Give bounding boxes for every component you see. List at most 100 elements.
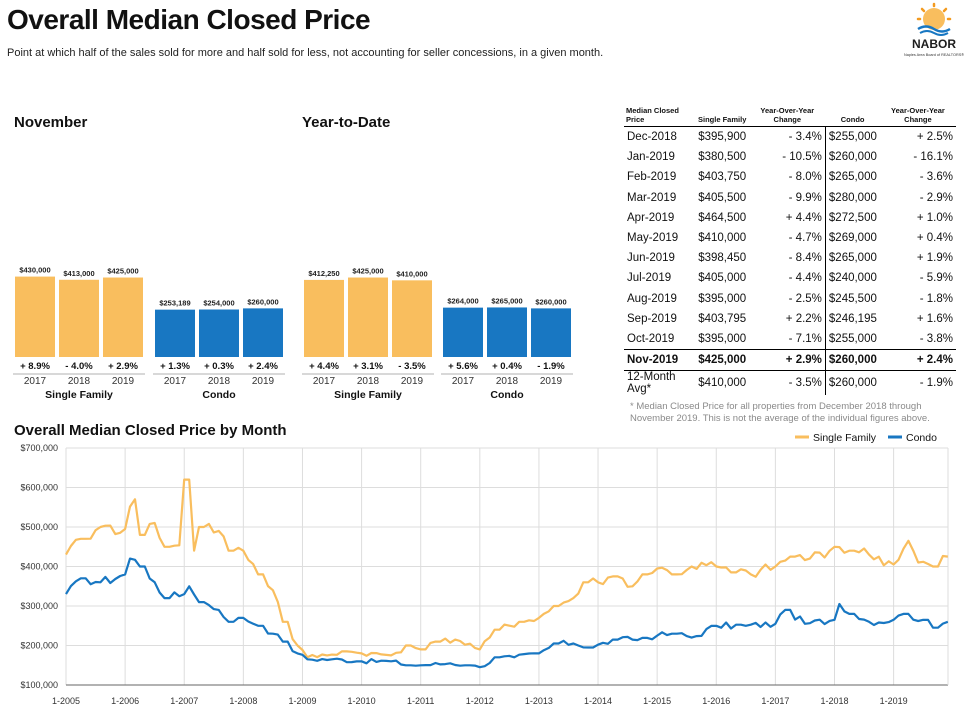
bar-value-label: $260,000: [535, 297, 566, 306]
x-tick-label: 2019: [252, 376, 275, 387]
y-tick-label: $300,000: [20, 601, 58, 611]
bar: [15, 276, 55, 357]
table-cell: $425,000: [695, 349, 750, 372]
group-label: Single Family: [45, 389, 113, 400]
table-cell: 12-Month Avg*: [627, 371, 676, 396]
bar-value-label: $260,000: [247, 297, 278, 306]
group-label: Single Family: [334, 389, 402, 400]
legend-label: Condo: [906, 432, 937, 444]
bar-value-label: $425,000: [352, 267, 383, 276]
legend-label: Single Family: [813, 432, 877, 444]
bar-value-label: $410,000: [396, 269, 427, 278]
bar-change-label: + 2.4%: [248, 361, 278, 372]
x-tick-label: 1-2013: [525, 696, 553, 706]
group-label: Condo: [202, 389, 235, 400]
page-title: Overall Median Closed Price: [7, 4, 371, 35]
table-row: Mar-2019 $405,500 - 9.9% $280,000 - 2.9%: [624, 187, 956, 208]
table-cell: + 1.0%: [916, 211, 953, 224]
col-header: Year-Over-Year Change: [749, 106, 826, 127]
table-cell: + 1.6%: [916, 312, 953, 325]
x-tick-label: 2017: [24, 376, 47, 387]
table-cell: - 4.7%: [788, 232, 822, 245]
table-cell: - 9.9%: [788, 191, 822, 204]
bar: [155, 309, 195, 357]
table-cell: - 8.0%: [788, 171, 822, 184]
table-cell: $398,450: [698, 252, 747, 265]
table-cell: $464,500: [698, 211, 747, 224]
table-cell: - 5.9%: [919, 272, 953, 285]
table-cell: $395,900: [698, 131, 747, 144]
bar-value-label: $425,000: [107, 267, 138, 276]
table-cell: Dec-2018: [627, 131, 677, 144]
x-tick-label: 1-2006: [111, 696, 139, 706]
x-tick-label: 1-2019: [880, 696, 908, 706]
line-chart: $100,000 $200,000 $300,000 $400,000 $500,000…: [20, 432, 949, 706]
bar-value-label: $264,000: [447, 297, 478, 306]
table-cell: Aug-2019: [627, 292, 677, 305]
group-label: Condo: [490, 389, 523, 400]
table-cell: $395,000: [698, 292, 747, 305]
table-cell: $245,500: [824, 288, 880, 309]
bar-change-label: - 1.9%: [537, 361, 565, 372]
table-cell: + 4.4%: [785, 211, 822, 224]
x-tick-label: 2017: [164, 376, 187, 387]
condo-line: [65, 557, 949, 669]
bar-change-label: + 1.3%: [160, 361, 190, 372]
x-tick-label: 1-2012: [466, 696, 494, 706]
x-tick-label: 2017: [313, 376, 336, 387]
bar-change-label: - 4.0%: [65, 361, 93, 372]
table-cell: Apr-2019: [627, 211, 675, 224]
table-cell: + 0.4%: [916, 232, 953, 245]
table-row: Jan-2019 $380,500 - 10.5% $260,000 - 16.1%: [624, 147, 956, 168]
nabor-logo: NABOR Naples Area Board of REALTORS®: [904, 2, 964, 57]
bar: [243, 308, 283, 357]
table-cell: $255,000: [824, 126, 880, 148]
bar-change-label: + 0.3%: [204, 361, 234, 372]
x-tick-label: 2019: [540, 376, 563, 387]
x-tick-label: 1-2008: [229, 696, 257, 706]
x-tick-label: 1-2016: [702, 696, 730, 706]
table-cell: - 3.4%: [788, 131, 822, 144]
table-footnote: * Median Closed Price for all properties…: [630, 401, 930, 424]
bar: [443, 307, 483, 357]
table-cell: + 2.5%: [916, 131, 953, 144]
table-cell: Sep-2019: [627, 312, 677, 325]
november-heading: November: [14, 114, 88, 131]
table-cell: $272,500: [824, 207, 880, 228]
table-cell: $246,195: [824, 308, 880, 329]
bar-change-label: + 0.4%: [492, 361, 522, 372]
bar-change-label: + 8.9%: [20, 361, 50, 372]
table-cell: Jan-2019: [627, 151, 675, 164]
bar: [199, 309, 239, 357]
bar: [59, 279, 99, 357]
table-row: 12-Month Avg* $410,000 - 3.5% $260,000 - 1.9…: [624, 370, 956, 396]
bar-value-label: $430,000: [19, 266, 50, 275]
x-tick-label: 2017: [452, 376, 475, 387]
y-tick-label: $700,000: [20, 443, 58, 453]
x-tick-label: 1-2018: [820, 696, 848, 706]
bar-change-label: + 5.6%: [448, 361, 478, 372]
table-cell: Oct-2019: [627, 332, 675, 345]
x-tick-label: 1-2011: [407, 696, 434, 706]
table-cell: Jul-2019: [627, 272, 672, 285]
table-cell: - 2.9%: [919, 191, 953, 204]
table-cell: - 2.5%: [788, 292, 822, 305]
bar-value-label: $253,189: [159, 299, 190, 308]
table-cell: - 10.5%: [782, 151, 822, 164]
y-tick-label: $500,000: [20, 522, 58, 532]
table-cell: - 3.6%: [919, 171, 953, 184]
bar-value-label: $413,000: [63, 269, 94, 278]
logo-name: NABOR: [912, 37, 956, 51]
y-tick-label: $600,000: [20, 483, 58, 493]
bar: [487, 307, 527, 357]
table-cell: $260,000: [824, 370, 880, 396]
x-tick-label: 2018: [496, 376, 519, 387]
bar-value-label: $254,000: [203, 299, 234, 308]
col-header: Median Closed Price: [624, 106, 696, 127]
table-cell: May-2019: [627, 232, 679, 245]
x-tick-label: 1-2014: [584, 696, 612, 706]
x-tick-label: 1-2010: [348, 696, 376, 706]
table-row: Sep-2019 $403,795 + 2.2% $246,195 + 1.6%: [624, 308, 956, 329]
table-cell: - 7.1%: [788, 332, 822, 345]
x-tick-label: 1-2015: [643, 696, 671, 706]
